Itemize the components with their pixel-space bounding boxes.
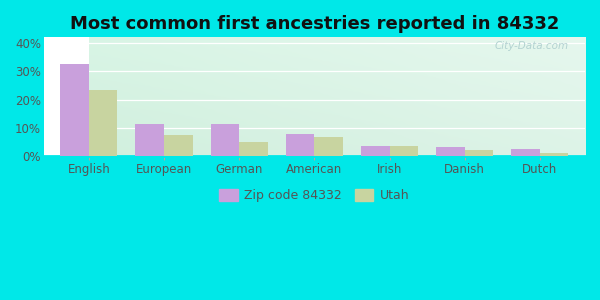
Title: Most common first ancestries reported in 84332: Most common first ancestries reported in… — [70, 15, 559, 33]
Bar — [286, 134, 314, 156]
Legend: Zip code 84332, Utah: Zip code 84332, Utah — [214, 184, 415, 207]
Bar — [511, 149, 540, 156]
Bar — [164, 135, 193, 156]
Bar — [540, 153, 568, 156]
Bar — [239, 142, 268, 156]
Bar — [389, 146, 418, 156]
Bar — [136, 124, 164, 156]
Bar — [465, 150, 493, 156]
Bar — [436, 147, 465, 156]
Bar — [314, 136, 343, 156]
Text: City-Data.com: City-Data.com — [494, 41, 569, 51]
Bar — [361, 146, 389, 156]
Bar — [61, 64, 89, 156]
Bar — [211, 124, 239, 156]
Bar — [89, 90, 118, 156]
